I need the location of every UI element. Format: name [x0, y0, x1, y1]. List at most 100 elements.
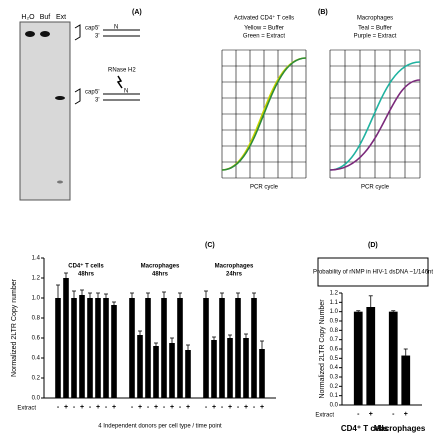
y-tick-label: 1.4 [32, 256, 41, 262]
y-tick-label: 1.1 [330, 300, 339, 306]
x-tick-label: + [112, 404, 116, 411]
x-tick-label: - [392, 411, 395, 418]
x-tick-label: + [138, 404, 142, 411]
bar [87, 298, 93, 398]
y-tick-label: 0.9 [330, 319, 339, 325]
substrate-diagram: cap 5' 3' N [74, 24, 140, 41]
panel-label: (C) [205, 242, 215, 249]
note: Probability of rNMP in HIV-1 dsDNA ~1/14… [313, 270, 433, 276]
group-label: Macrophages [141, 264, 180, 270]
plot-title: Activated CD4⁺ T cells [234, 15, 294, 22]
bar [366, 307, 376, 405]
x-tick-label: - [179, 404, 182, 411]
x-tick-label: - [237, 404, 240, 411]
bar [401, 355, 411, 405]
x-axis-label: PCR cycle [250, 185, 279, 191]
x-tick-label: + [64, 404, 68, 411]
bar [388, 311, 398, 405]
x-tick-label: - [105, 404, 108, 411]
bar [169, 343, 175, 398]
bar [153, 346, 159, 398]
lane-label: Ext [56, 14, 66, 21]
x-tick-label: - [205, 404, 208, 411]
legend-entry: Green = Extract [243, 34, 286, 40]
x-axis-label: 4 Independent donors per cell type / tim… [98, 424, 222, 430]
bar [243, 338, 249, 398]
x-tick-label: - [253, 404, 256, 411]
bar [103, 298, 109, 398]
bar [137, 335, 143, 398]
bar [161, 298, 167, 398]
x-tick-label: - [357, 411, 360, 418]
group-sublabel: 48hrs [152, 272, 169, 278]
y-tick-label: 0.6 [32, 336, 41, 342]
group-label: Macrophages [374, 424, 426, 433]
x-tick-label: - [221, 404, 224, 411]
gel-band [25, 31, 35, 37]
gel-band [55, 96, 65, 100]
bar [55, 298, 61, 398]
group-label: CD4⁺ T cells [341, 424, 389, 433]
y-tick-label: 0.4 [32, 356, 41, 362]
row-label: Extract [315, 413, 334, 419]
y-tick-label: 0.2 [330, 384, 339, 390]
x-tick-label: + [170, 404, 174, 411]
bar [353, 311, 363, 405]
gel-band [57, 180, 63, 184]
group-sublabel: 48hrs [78, 272, 95, 278]
base-label: N [124, 89, 128, 95]
gel [19, 21, 71, 201]
bar [177, 298, 183, 398]
row-label: Extract [17, 406, 36, 412]
x-tick-label: + [154, 404, 158, 411]
bar [219, 298, 225, 398]
cap-label: cap [85, 26, 95, 32]
bar [211, 340, 217, 398]
lane-label: Buf [40, 14, 51, 21]
legend-entry: Yellow = Buffer [244, 26, 284, 32]
y-tick-label: 0.5 [330, 356, 339, 362]
bar-charts: (C) 0.0 0.2 0.4 0.6 0.8 1.0 1.2 1.4 Normalized 2L… [11, 242, 434, 433]
x-tick-label: - [57, 404, 60, 411]
pcr-plots: Activated CD4⁺ T cells Yellow = Buffer Gre… [221, 15, 421, 191]
y-tick-label: 1.2 [32, 276, 41, 282]
pcr-curve [221, 57, 307, 171]
y-tick-label: 0.1 [330, 393, 339, 399]
x-tick-label: - [163, 404, 166, 411]
legend-entry: Purple = Extract [354, 34, 397, 40]
bar [95, 298, 101, 398]
y-tick-label: 1.2 [330, 291, 339, 297]
strand-label: 3' [95, 34, 99, 40]
x-tick-label: - [73, 404, 76, 411]
y-tick-label: 0.2 [32, 376, 41, 382]
y-tick-label: 1.0 [330, 309, 339, 315]
x-tick-label: + [96, 404, 100, 411]
bar [71, 298, 77, 398]
y-tick-label: 0.7 [330, 337, 339, 343]
x-tick-label: - [147, 404, 150, 411]
y-tick-label: 0.8 [32, 316, 41, 322]
legend-entry: Teal = Buffer [358, 26, 392, 32]
x-tick-label: - [131, 404, 134, 411]
strand-label: 5' [95, 26, 99, 32]
bar [129, 298, 135, 398]
bar [251, 298, 257, 398]
strand-label: 3' [95, 98, 99, 104]
panel-label: (B) [318, 9, 328, 16]
x-tick-label: + [404, 411, 408, 418]
cap-label: cap [85, 90, 95, 96]
y-axis-label: Normalized 2LTR Copy Number [319, 299, 326, 399]
x-tick-label: + [186, 404, 190, 411]
bar [145, 298, 151, 398]
pcr-curve [329, 79, 421, 171]
x-tick-label: - [89, 404, 92, 411]
x-axis-label: PCR cycle [361, 185, 390, 191]
substrate-diagram: RNase H2 cap 5' 3' N [74, 68, 140, 105]
y-axis-label: Normalized 2LTR Copy number [11, 278, 18, 377]
x-tick-label: + [80, 404, 84, 411]
y-tick-label: 1.0 [32, 296, 41, 302]
gel-band [40, 31, 50, 37]
group-label: Macrophages [215, 264, 254, 270]
bar [185, 350, 191, 398]
